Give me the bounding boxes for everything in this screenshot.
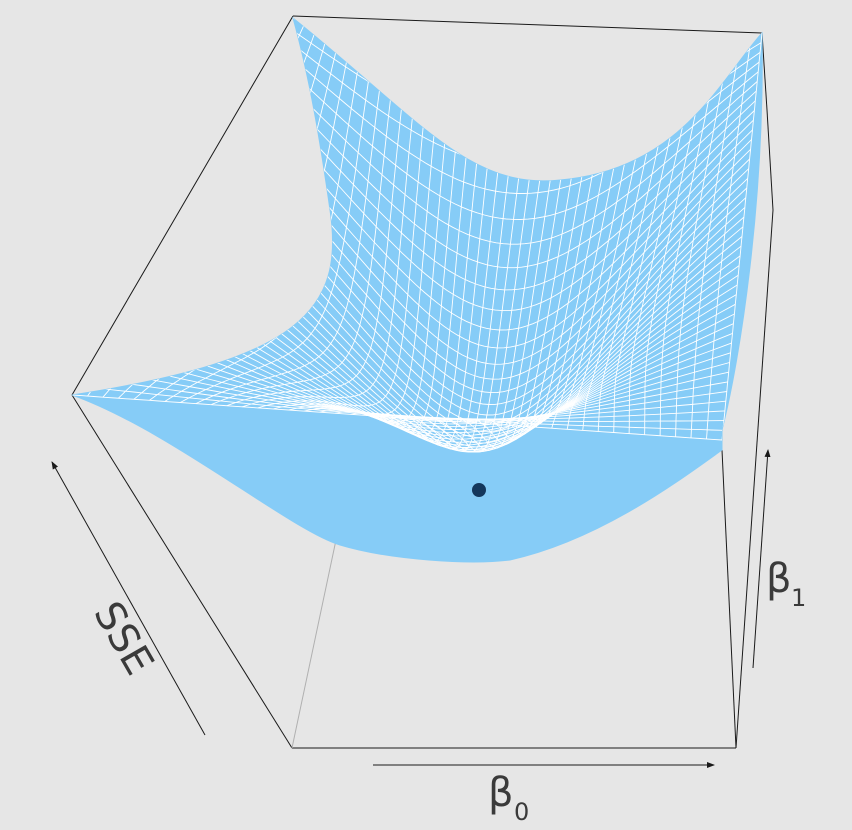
- svg-text:β: β: [766, 556, 792, 602]
- bounding-box: [71, 15, 774, 749]
- box-edge-right-upper-2: [766, 109, 774, 211]
- minimum-point-marker: [472, 483, 486, 497]
- box-edge-right-vertical: [735, 209, 774, 749]
- mesh-line: [108, 331, 729, 425]
- box-edge-top-left: [71, 15, 294, 396]
- mesh-line: [98, 349, 727, 421]
- svg-text:1: 1: [791, 584, 806, 612]
- sse-axis-arrow: [51, 461, 206, 736]
- box-edge-front-right: [721, 449, 737, 749]
- beta1-axis-arrow: [752, 449, 771, 669]
- box-edge-hidden: [291, 539, 337, 749]
- svg-text:0: 0: [514, 798, 529, 826]
- svg-text:β: β: [488, 770, 514, 816]
- mesh-line: [644, 61, 707, 435]
- mesh-line: [82, 376, 724, 422]
- box-edge-top-back: [292, 15, 763, 34]
- beta1-axis-label: β 1: [766, 556, 806, 612]
- mesh-line: [103, 340, 728, 423]
- box-edge-left-vertical: [71, 394, 293, 749]
- box-edge-right-upper-1: [761, 32, 768, 111]
- mesh-line: [721, 32, 763, 441]
- mesh-line: [706, 38, 752, 439]
- mesh-line: [675, 50, 729, 437]
- mesh-line: [77, 385, 724, 431]
- sse-axis-label: SSE: [84, 594, 162, 683]
- mesh-line: [72, 394, 723, 441]
- mesh-line: [659, 56, 718, 436]
- mesh-line: [628, 67, 696, 434]
- beta0-axis-label: β 0: [488, 770, 529, 826]
- mesh-line: [690, 44, 741, 438]
